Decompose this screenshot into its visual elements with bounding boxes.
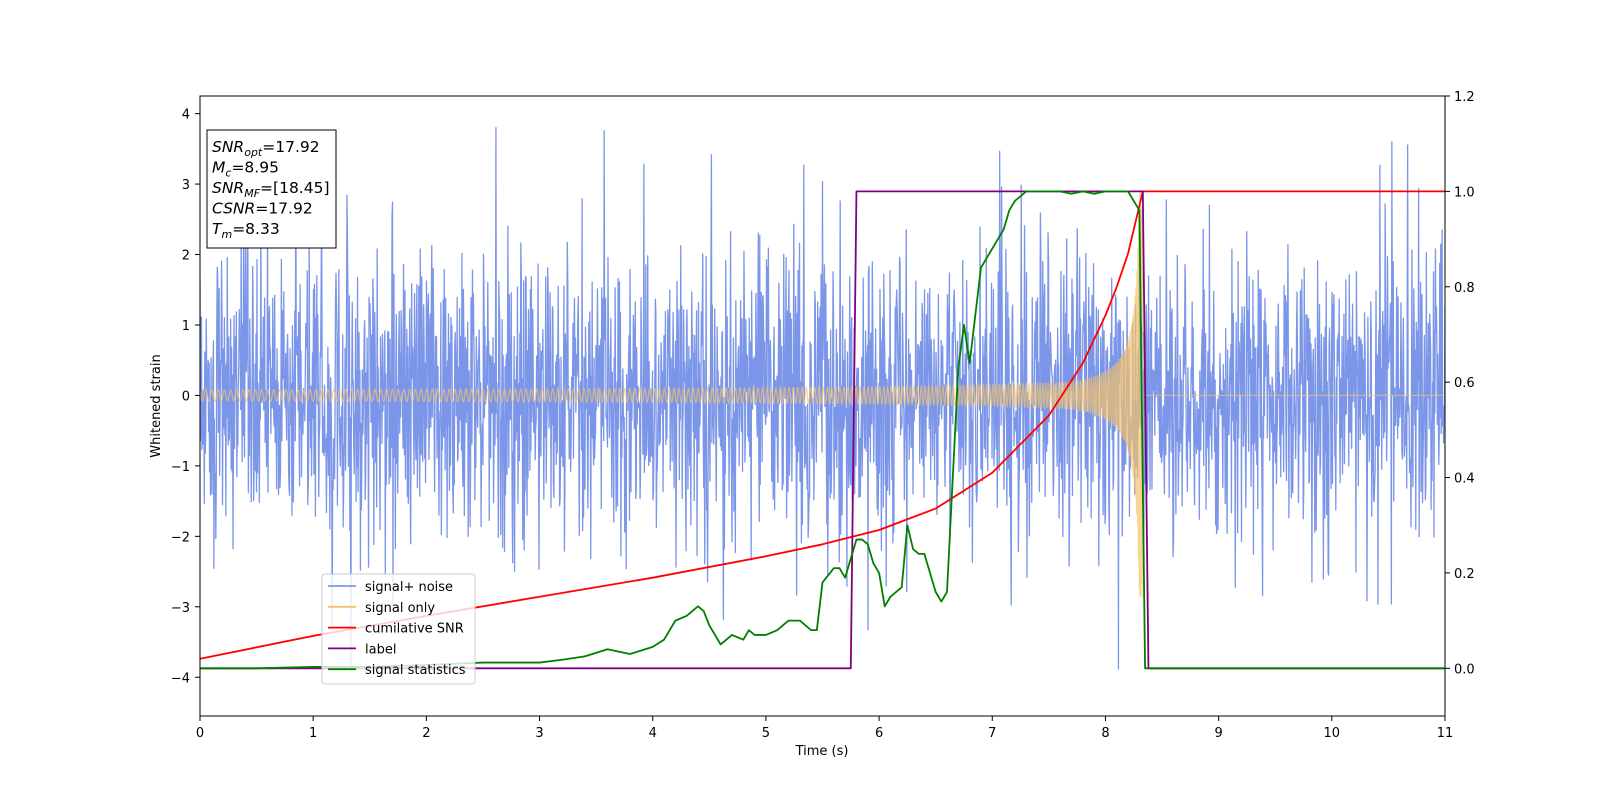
info-box-subscript: m <box>221 228 232 241</box>
legend: signal+ noise signal only cumilative SNR la… <box>321 573 476 685</box>
info-box-subscript: MF <box>244 187 260 200</box>
x-tick-label: 8 <box>1101 726 1109 741</box>
info-box-symbol: CSNR <box>212 200 255 218</box>
info-box-symbol: T <box>212 220 223 238</box>
y-left-tick-label: −4 <box>171 671 190 686</box>
y-left-tick-label: 1 <box>182 319 190 334</box>
y-axis-label: Whitened strain <box>149 354 164 457</box>
x-tick-label: 4 <box>649 726 657 741</box>
series-signal-only-line <box>200 189 1445 598</box>
y-right-tick-label: 0.0 <box>1454 662 1475 677</box>
y-left-tick-label: 4 <box>182 108 190 123</box>
y-right-tick-label: 0.6 <box>1454 376 1475 391</box>
y-left-tick-label: 0 <box>182 389 190 404</box>
legend-entry-label: signal statistics <box>365 663 466 678</box>
x-tick-label: 3 <box>535 726 543 741</box>
axes-frame <box>199 95 1446 717</box>
y-left-axis-ticks: −4 −3 −2 −1 0 1 2 3 4 <box>171 108 200 686</box>
x-tick-label: 2 <box>422 726 430 741</box>
y-right-tick-label: 0.2 <box>1454 567 1475 582</box>
y-left-tick-label: 3 <box>182 178 190 193</box>
info-box-line: Mc=8.95 <box>212 159 279 180</box>
x-tick-label: 0 <box>196 726 204 741</box>
x-axis-ticks: 0 1 2 3 4 5 6 7 8 9 10 11 <box>196 716 1453 741</box>
y-left-tick-label: −3 <box>171 601 190 616</box>
legend-entry-label: signal only <box>365 601 435 616</box>
info-box-value: =8.95 <box>231 159 279 177</box>
info-box-subscript: c <box>225 167 231 180</box>
y-right-axis-ticks: 0.0 0.2 0.4 0.6 0.8 1.0 1.2 <box>1445 90 1475 677</box>
x-tick-label: 1 <box>309 726 317 741</box>
legend-entry-label: cumilative SNR <box>365 622 464 637</box>
info-box-symbol: M <box>212 159 225 177</box>
info-box-line: CSNR=17.92 <box>212 200 313 218</box>
info-box: SNRopt=17.92Mc=8.95SNRMF=[18.45]CSNR=17.… <box>206 129 337 249</box>
y-right-tick-label: 1.0 <box>1454 185 1475 200</box>
y-left-tick-label: 2 <box>182 249 190 264</box>
plot-area <box>200 127 1445 671</box>
x-tick-label: 7 <box>988 726 996 741</box>
y-right-tick-label: 0.8 <box>1454 281 1475 296</box>
series-signal-noise-line <box>200 127 1445 671</box>
series-signal-statistics-line <box>200 190 1445 670</box>
y-left-tick-label: −2 <box>171 530 190 545</box>
info-box-value: =8.33 <box>232 220 280 238</box>
info-box-symbol: SNR <box>212 138 244 156</box>
x-tick-label: 5 <box>762 726 770 741</box>
y-right-tick-label: 1.2 <box>1454 90 1475 105</box>
info-box-value: =17.92 <box>255 200 312 218</box>
legend-frame <box>321 573 476 685</box>
x-tick-label: 10 <box>1324 726 1341 741</box>
x-tick-label: 11 <box>1437 726 1454 741</box>
info-box-frame <box>206 129 337 249</box>
x-tick-label: 6 <box>875 726 883 741</box>
y-right-tick-label: 0.4 <box>1454 472 1475 487</box>
legend-entry-label: signal+ noise <box>365 580 453 595</box>
x-tick-label: 9 <box>1214 726 1222 741</box>
info-box-value: =17.92 <box>262 138 319 156</box>
legend-entry-label: label <box>365 642 396 657</box>
info-box-line: SNRopt=17.92 <box>212 138 320 159</box>
info-box-symbol: SNR <box>212 179 244 197</box>
y-left-tick-label: −1 <box>171 460 190 475</box>
x-axis-label: Time (s) <box>795 744 849 759</box>
info-box-subscript: opt <box>244 146 263 159</box>
info-box-value: =[18.45] <box>260 179 329 197</box>
info-box-line: SNRMF=[18.45] <box>212 179 330 200</box>
info-box-line: Tm=8.33 <box>212 220 280 241</box>
